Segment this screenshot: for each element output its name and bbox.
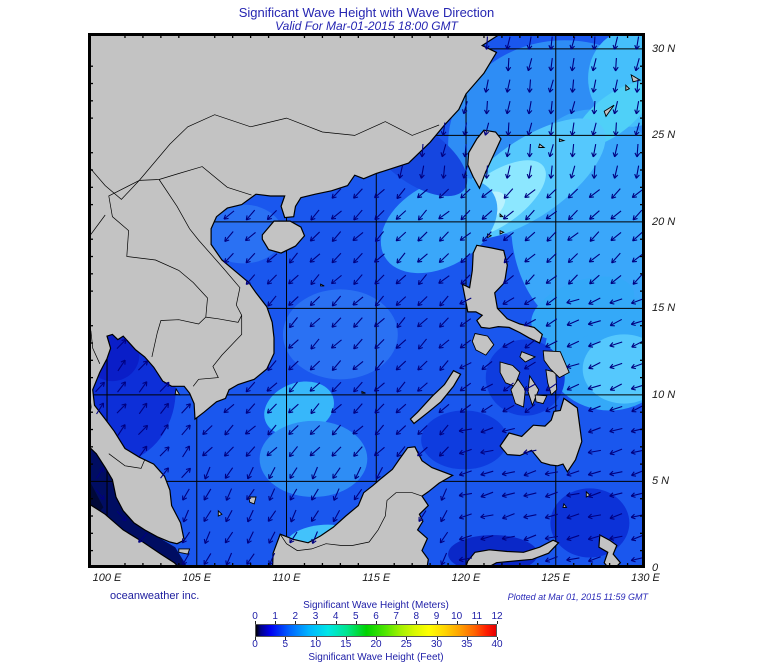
legend-tick-mark — [436, 621, 438, 624]
lat-tick-label: 15 N — [652, 302, 676, 315]
legend-tick-mark — [497, 621, 498, 624]
lon-tick-label: 120 E — [451, 572, 481, 584]
legend-tick-label: 25 — [400, 639, 412, 650]
plotted-timestamp: Plotted at Mar 01, 2015 11:59 GMT — [507, 592, 648, 602]
legend-tick-label: 3 — [312, 611, 319, 622]
legend-tick-label: 10 — [309, 639, 322, 650]
legend-tick-label: 0 — [252, 611, 258, 622]
lat-tick-label: 5 N — [652, 475, 670, 488]
legend-tick-mark — [456, 621, 458, 624]
legend-tick-mark — [476, 621, 478, 624]
legend-tick-mark — [275, 621, 277, 624]
legend-tick-mark — [466, 637, 468, 640]
credit-text: oceanweather inc. — [110, 590, 200, 602]
lon-tick-label: 110 E — [272, 572, 301, 584]
lon-tick-label: 130 E — [631, 572, 660, 584]
legend-tick-label: 0 — [252, 639, 258, 650]
legend-tick-mark — [295, 621, 297, 624]
lon-tick-label: 115 E — [362, 572, 391, 584]
legend-tick-label: 15 — [340, 639, 352, 650]
legend-tick-mark — [255, 637, 256, 640]
legend-tick-label: 4 — [332, 611, 339, 622]
lon-tick-label: 125 E — [541, 572, 571, 584]
legend-tick-label: 12 — [491, 611, 503, 622]
legend-tick-mark — [255, 621, 256, 624]
legend-tick-label: 30 — [430, 639, 443, 650]
legend-tick-mark — [285, 637, 287, 640]
lat-tick-label: 0 — [652, 561, 659, 574]
legend-tick-mark — [355, 621, 357, 624]
legend-tick-label: 7 — [393, 611, 399, 622]
legend-tick-label: 6 — [373, 611, 379, 622]
legend-tick-mark — [416, 621, 418, 624]
legend-title-meters: Significant Wave Height (Meters) — [303, 600, 449, 611]
colorbar — [255, 624, 497, 637]
legend-tick-mark — [376, 621, 377, 624]
legend-tick-label: 35 — [461, 639, 473, 650]
map-canvas — [88, 33, 645, 568]
lon-tick-label: 100 E — [92, 572, 122, 584]
legend-tick-label: 1 — [272, 611, 278, 622]
legend-tick-mark — [315, 637, 317, 640]
legend-tick-label: 2 — [292, 611, 299, 622]
lat-tick-label: 25 N — [652, 129, 676, 142]
legend-tick-label: 10 — [451, 611, 463, 622]
legend-tick-label: 40 — [491, 639, 503, 650]
lat-tick-label: 10 N — [652, 388, 676, 401]
legend-tick-label: 20 — [370, 639, 382, 650]
legend-tick-mark — [315, 621, 317, 624]
legend-tick-mark — [497, 637, 498, 640]
lon-tick-label: 105 E — [182, 572, 212, 584]
legend-tick-mark — [396, 621, 398, 624]
legend-title-feet: Significant Wave Height (Feet) — [308, 652, 444, 663]
legend-tick-mark — [436, 637, 438, 640]
map-svg — [88, 33, 645, 568]
lat-tick-label: 20 N — [652, 215, 676, 228]
lat-tick-label: 30 N — [652, 42, 676, 55]
legend-tick-mark — [376, 637, 377, 640]
figure-title: Significant Wave Height with Wave Direct… — [238, 5, 495, 20]
legend-tick-mark — [335, 621, 337, 624]
figure-subtitle: Valid For Mar-01-2015 18:00 GMT — [275, 19, 458, 33]
legend-tick-label: 9 — [433, 611, 440, 622]
legend-tick-label: 11 — [471, 611, 483, 622]
legend-tick-mark — [406, 637, 408, 640]
legend-tick-label: 5 — [353, 611, 359, 622]
legend-tick-label: 5 — [282, 639, 289, 650]
legend-tick-label: 8 — [413, 611, 420, 622]
legend-tick-mark — [345, 637, 347, 640]
